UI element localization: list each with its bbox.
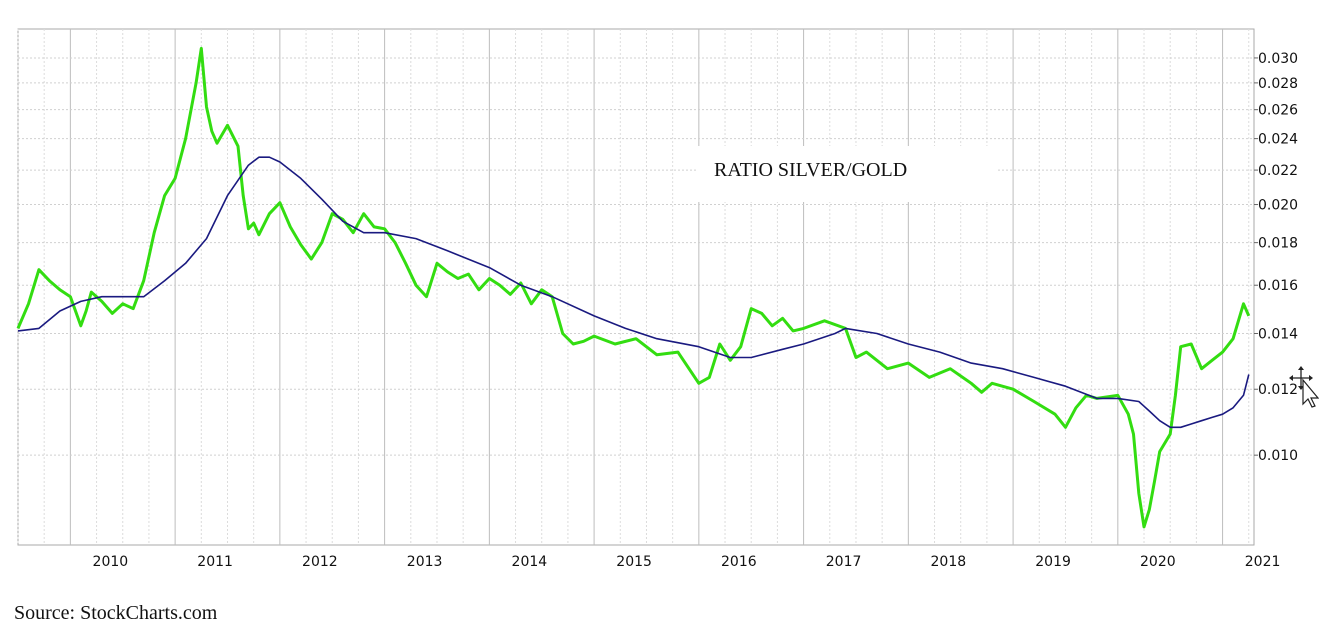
y-tick-label: 0.028 — [1258, 76, 1298, 92]
chart-annotation: RATIO SILVER/GOLD — [714, 159, 907, 181]
x-tick-label: 2021 — [1245, 554, 1281, 570]
move-cursor-icon — [1289, 366, 1320, 412]
x-tick-label: 2013 — [407, 554, 443, 570]
x-tick-label: 2020 — [1140, 554, 1176, 570]
annotation-box — [698, 146, 998, 202]
x-tick-label: 2014 — [512, 554, 548, 570]
x-tick-label: 2016 — [721, 554, 757, 570]
x-tick-label: 2011 — [197, 554, 233, 570]
plot-frame — [17, 28, 1255, 546]
y-tick-label: 0.030 — [1258, 51, 1298, 67]
moving-average-line — [17, 156, 1250, 429]
x-axis-ticks: 2010 2011 2012 2013 2014 2015 2016 2017 2018 2019… — [93, 554, 1281, 570]
x-tick-label: 2019 — [1035, 554, 1071, 570]
grid — [17, 29, 1254, 545]
y-tick-label: 0.018 — [1258, 236, 1298, 252]
series-group — [16, 46, 1251, 529]
source-credit: Source: StockCharts.com — [14, 602, 218, 624]
y-tick-label: 0.022 — [1258, 163, 1298, 179]
y-tick-label: 0.016 — [1258, 278, 1298, 294]
chart: 0.010 0.012 0.014 0.016 0.018 0.020 0.022 0.024… — [16, 28, 1298, 570]
y-tick-label: 0.026 — [1258, 103, 1298, 119]
x-tick-label: 2018 — [931, 554, 967, 570]
x-tick-label: 2015 — [616, 554, 652, 570]
y-axis-ticks: 0.010 0.012 0.014 0.016 0.018 0.020 0.022 0.024… — [1254, 51, 1298, 464]
y-tick-label: 0.014 — [1258, 327, 1298, 343]
x-tick-label: 2010 — [93, 554, 129, 570]
y-tick-label: 0.024 — [1258, 132, 1298, 148]
y-tick-label: 0.012 — [1258, 382, 1298, 398]
y-tick-label: 0.010 — [1258, 448, 1298, 464]
x-tick-label: 2017 — [826, 554, 862, 570]
x-tick-label: 2012 — [302, 554, 338, 570]
y-tick-label: 0.020 — [1258, 198, 1298, 214]
